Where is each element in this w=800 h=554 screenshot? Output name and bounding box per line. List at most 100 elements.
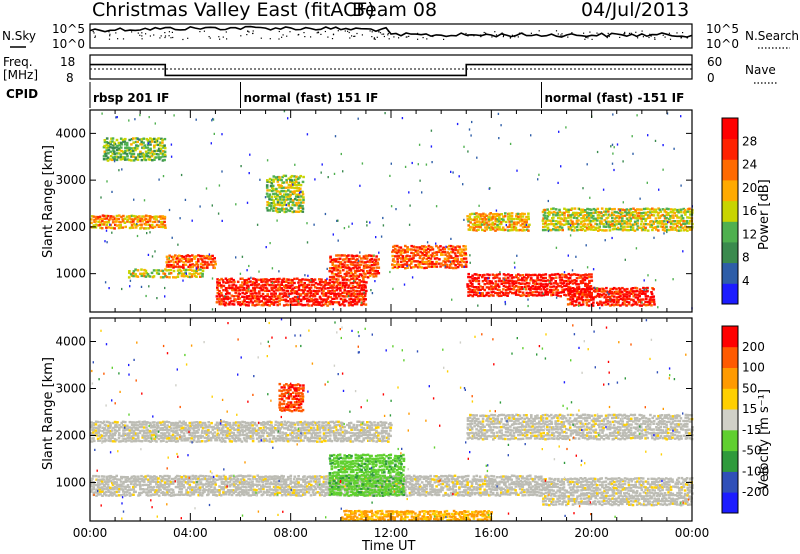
heatmap-cell (634, 296, 638, 299)
heatmap-cell (577, 292, 581, 295)
heatmap-cell (377, 266, 381, 269)
heatmap-speck (246, 269, 248, 272)
heatmap-cell (590, 294, 593, 297)
heatmap-cell (344, 286, 347, 289)
heatmap-cell (337, 266, 341, 269)
noise-search-dot (320, 33, 322, 35)
heatmap-cell (637, 226, 641, 229)
heatmap-cell (201, 260, 205, 263)
heatmap-cell (291, 289, 294, 292)
noise-search-dot (624, 31, 626, 33)
heatmap-cell (328, 275, 332, 279)
heatmap-speck (111, 190, 113, 193)
heatmap-cell (347, 304, 351, 307)
heatmap-cell (109, 437, 112, 440)
heatmap-cell (387, 423, 391, 426)
heatmap-cell (255, 300, 258, 303)
heatmap-speck (390, 162, 392, 165)
heatmap-cell (136, 215, 140, 219)
heatmap-cell (132, 490, 136, 494)
heatmap-speck (276, 219, 278, 222)
heatmap-cell (497, 294, 501, 298)
heatmap-cell (477, 215, 480, 219)
heatmap-cell (573, 226, 577, 229)
heatmap-cell (602, 222, 605, 226)
heatmap-cell (573, 292, 576, 296)
heatmap-cell (307, 279, 311, 282)
heatmap-cell (512, 217, 516, 221)
heatmap-speck (136, 234, 139, 238)
heatmap-cell (611, 228, 615, 231)
heatmap-cell (475, 220, 479, 223)
heatmap-cell (190, 421, 194, 424)
heatmap-cell (457, 262, 460, 266)
heatmap-cell (375, 424, 378, 427)
heatmap-cell (314, 423, 318, 426)
heatmap-cell (498, 273, 501, 276)
heatmap-cell (588, 279, 591, 283)
heatmap-cell (366, 424, 370, 427)
heatmap-speck (256, 223, 259, 226)
heatmap-cell (92, 226, 95, 229)
heatmap-cell (684, 225, 687, 228)
heatmap-cell (673, 220, 676, 223)
heatmap-cell (504, 288, 508, 292)
heatmap-cell (270, 421, 273, 424)
heatmap-cell (627, 292, 631, 295)
heatmap-cell (345, 272, 348, 275)
heatmap-cell (313, 295, 317, 298)
heatmap-speck (221, 133, 223, 136)
heatmap-cell (652, 288, 655, 291)
heatmap-cell (369, 271, 372, 275)
heatmap-cell (209, 431, 212, 434)
heatmap-cell (606, 216, 610, 219)
heatmap-cell (151, 431, 155, 434)
heatmap-cell (578, 301, 581, 304)
heatmap-cell (383, 436, 386, 439)
noise-search-dot (170, 37, 172, 39)
heatmap-cell (496, 288, 500, 291)
heatmap-speck (129, 279, 132, 282)
heatmap-cell (539, 282, 543, 285)
heatmap-cell (260, 300, 263, 303)
heatmap-cell (322, 426, 325, 429)
heatmap-cell (642, 217, 645, 220)
heatmap-speck (297, 295, 299, 298)
heatmap-cell (650, 304, 653, 307)
heatmap-cell (243, 298, 246, 301)
heatmap-cell (399, 260, 403, 263)
heatmap-speck (382, 216, 384, 220)
heatmap-cell (113, 227, 116, 230)
heatmap-cell (148, 275, 152, 278)
heatmap-cell (565, 279, 568, 283)
noise-search-dot (584, 38, 586, 40)
heatmap-cell (507, 273, 510, 276)
heatmap-cell (349, 260, 353, 263)
heatmap-cell (252, 277, 255, 280)
heatmap-cell (579, 297, 583, 301)
heatmap-cell (107, 218, 111, 222)
heatmap-cell (555, 293, 558, 296)
heatmap-cell (301, 278, 304, 281)
heatmap-cell (427, 265, 430, 268)
heatmap-cell (341, 437, 344, 440)
heatmap-cell (274, 423, 277, 426)
heatmap-cell (114, 426, 117, 429)
heatmap-cell (243, 429, 247, 433)
noise-search-dot (199, 31, 201, 33)
heatmap-cell (320, 278, 323, 281)
heatmap-cell (481, 214, 485, 218)
heatmap-cell (400, 257, 403, 260)
heatmap-cell (308, 295, 312, 298)
heatmap-cell (286, 286, 290, 289)
heatmap-cell (590, 296, 593, 299)
heatmap-cell (121, 485, 124, 488)
heatmap-cell (103, 217, 106, 220)
heatmap-cell (138, 425, 142, 429)
heatmap-cell (193, 426, 196, 429)
heatmap-cell (498, 216, 501, 219)
heatmap-cell (623, 208, 627, 212)
heatmap-cell (500, 282, 503, 285)
heatmap-speck (360, 301, 363, 304)
heatmap-cell (598, 302, 601, 306)
